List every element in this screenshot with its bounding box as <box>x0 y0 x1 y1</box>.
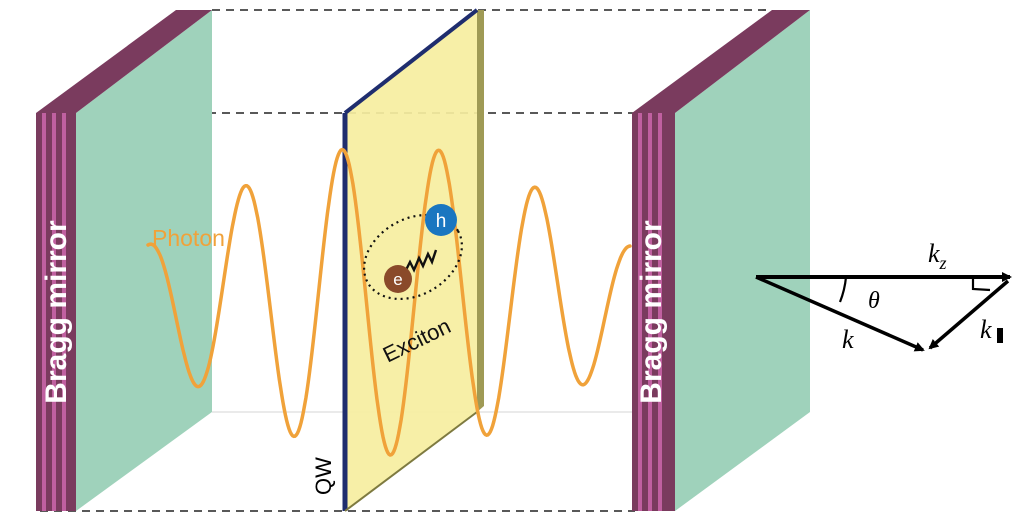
k-label: k <box>842 325 854 354</box>
theta-label: θ <box>868 288 880 314</box>
electron-label: e <box>393 270 402 289</box>
right-mirror-label: Bragg mirror <box>635 220 668 404</box>
quantum-well: QW <box>311 8 484 512</box>
photon-label: Photon <box>152 225 225 251</box>
exciton-spring <box>403 249 438 273</box>
right-bragg-mirror: Bragg mirror <box>632 10 810 511</box>
electron <box>384 265 412 293</box>
k-parallel-label: k <box>980 315 992 344</box>
left-bragg-mirror: Bragg mirror <box>36 10 212 511</box>
qw-label: QW <box>311 457 336 495</box>
kz-label: kz <box>928 239 947 273</box>
photon-wave <box>146 147 632 457</box>
hole-label: h <box>436 211 447 232</box>
k-parallel-subscript <box>997 328 1003 343</box>
exciton: e h Exciton <box>363 204 463 367</box>
k-arrow <box>755 275 925 352</box>
right-angle-mark <box>971 277 991 292</box>
hole <box>425 204 457 236</box>
left-mirror-label: Bragg mirror <box>40 220 73 404</box>
theta-arc <box>838 276 848 303</box>
k-parallel-arrow <box>928 279 1010 350</box>
wavevector-diagram: θ kz k k <box>755 239 1012 354</box>
